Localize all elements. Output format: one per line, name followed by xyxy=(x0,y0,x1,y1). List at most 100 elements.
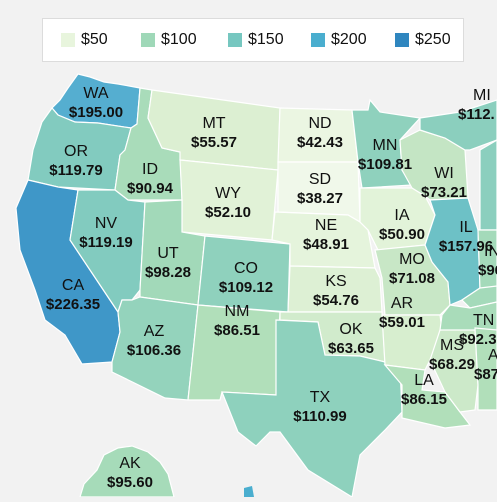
state-AK[interactable] xyxy=(79,445,175,498)
legend-item: $50 xyxy=(61,31,108,49)
hawaii-sliver xyxy=(244,486,254,497)
state-AL[interactable] xyxy=(474,327,497,411)
state-value: $119.79 xyxy=(49,162,103,179)
label-UT: UT $98.28 xyxy=(145,244,191,282)
state-value: $50.90 xyxy=(379,226,425,243)
label-AR: AR $59.01 xyxy=(379,294,425,332)
label-MS: MS $68.29 xyxy=(429,336,475,374)
legend-item: $250 xyxy=(395,31,451,49)
label-NE: NE $48.91 xyxy=(303,216,349,254)
label-WA: WA $195.00 xyxy=(69,84,123,122)
state-value: $110.99 xyxy=(293,408,347,425)
state-value: $106.36 xyxy=(126,342,182,359)
state-code: A xyxy=(488,347,497,364)
legend-swatch xyxy=(61,33,75,47)
state-KS[interactable] xyxy=(287,265,383,313)
label-MO: MO $71.08 xyxy=(389,250,435,288)
legend-label: $250 xyxy=(415,31,451,48)
state-code: TN xyxy=(473,312,495,329)
state-code: SD xyxy=(308,171,332,188)
label-LA: LA $86.15 xyxy=(401,371,447,409)
label-MN: MN $109.81 xyxy=(358,136,412,174)
state-value: $55.57 xyxy=(191,134,237,151)
state-WY[interactable] xyxy=(179,159,279,241)
state-code: WA xyxy=(83,85,109,102)
state-value: $86.51 xyxy=(214,322,260,339)
state-value: $96. xyxy=(478,262,497,279)
state-value: $195.00 xyxy=(68,104,124,121)
state-MI-lower[interactable] xyxy=(479,139,497,231)
state-code: NV xyxy=(94,215,118,232)
label-AL: A $87 xyxy=(474,346,497,384)
state-KY[interactable] xyxy=(461,285,497,309)
state-code: MT xyxy=(202,115,226,132)
legend-item: $150 xyxy=(228,31,284,49)
state-value: $90.94 xyxy=(127,180,173,197)
state-code: IN xyxy=(484,243,497,260)
state-code: WY xyxy=(215,185,241,202)
state-code: NE xyxy=(314,217,338,234)
state-value: $71.08 xyxy=(389,270,435,287)
state-value: $68.29 xyxy=(429,356,475,373)
state-value: $95.60 xyxy=(107,474,153,491)
state-IN[interactable] xyxy=(477,229,497,291)
state-value: $226.35 xyxy=(45,296,101,313)
legend: $50 $100 $150 $200 $250 xyxy=(42,18,464,62)
state-code: IL xyxy=(459,219,473,236)
state-value: $59.01 xyxy=(379,314,425,331)
state-value: $42.43 xyxy=(297,134,343,151)
state-code: TX xyxy=(309,389,331,406)
state-code: KS xyxy=(325,273,347,290)
state-value: $86.15 xyxy=(401,391,447,408)
label-WI: WI $73.21 xyxy=(421,164,467,202)
state-code: MN xyxy=(372,137,398,154)
label-SD: SD $38.27 xyxy=(297,170,343,208)
legend-label: $150 xyxy=(248,31,284,48)
state-NV[interactable] xyxy=(69,189,146,314)
state-code: AZ xyxy=(143,323,165,340)
state-MI[interactable] xyxy=(419,99,497,151)
state-LA[interactable] xyxy=(383,364,472,429)
state-TN[interactable] xyxy=(439,301,497,331)
state-code: LA xyxy=(414,372,434,389)
state-value: $157.96 xyxy=(438,238,494,255)
label-CA: CA $226.35 xyxy=(46,276,100,314)
label-MT: MT $55.57 xyxy=(191,114,237,152)
label-IN: IN $96. xyxy=(478,242,497,280)
state-code: ND xyxy=(308,115,332,132)
state-code: MI xyxy=(473,87,491,104)
label-ND: ND $42.43 xyxy=(297,114,343,152)
state-code: UT xyxy=(157,245,179,262)
label-OK: OK $63.65 xyxy=(328,320,374,358)
state-value: $98.28 xyxy=(145,264,191,281)
legend-label: $200 xyxy=(331,31,367,48)
label-IL: IL $157.96 xyxy=(439,218,493,256)
state-code: ID xyxy=(141,161,158,178)
state-TX[interactable] xyxy=(221,319,403,498)
label-NV: NV $119.19 xyxy=(79,214,132,252)
label-KS: KS $54.76 xyxy=(313,272,359,310)
state-code: MS xyxy=(439,337,464,354)
state-code: OR xyxy=(64,143,88,160)
state-value: $109.12 xyxy=(218,279,274,296)
label-TX: TX $110.99 xyxy=(293,388,346,426)
legend-swatch xyxy=(141,33,155,47)
label-ID: ID $90.94 xyxy=(127,160,173,198)
state-code: NM xyxy=(224,303,250,320)
label-TN: TN $92.3 xyxy=(459,311,497,349)
state-code: CA xyxy=(61,277,85,294)
label-NM: NM $86.51 xyxy=(214,302,260,340)
state-value: $109.81 xyxy=(357,156,413,173)
state-value: $48.91 xyxy=(303,236,349,253)
label-AK: AK $95.60 xyxy=(107,454,153,492)
state-code: AR xyxy=(390,295,414,312)
label-AZ: AZ $106.36 xyxy=(127,322,181,360)
legend-swatch xyxy=(395,33,409,47)
state-code: AK xyxy=(119,455,141,472)
legend-item: $200 xyxy=(311,31,367,49)
state-value: $112. xyxy=(458,106,495,123)
legend-swatch xyxy=(228,33,242,47)
legend-label: $100 xyxy=(161,31,197,48)
